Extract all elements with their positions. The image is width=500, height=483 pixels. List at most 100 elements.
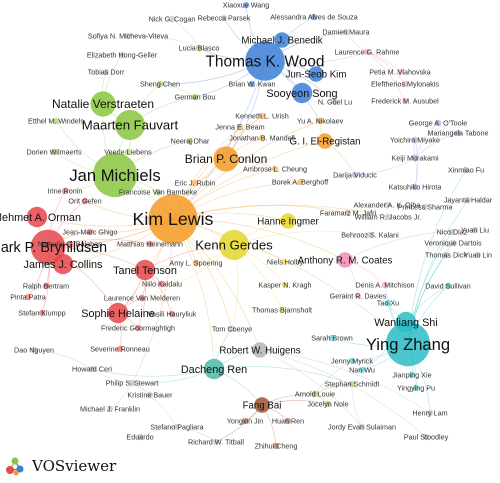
node-faramarz-m-jafri[interactable] <box>344 209 352 217</box>
node-nathalie-q-balaban[interactable] <box>66 240 74 248</box>
node-howard-ceri[interactable] <box>88 365 96 373</box>
node-eric-j-rubin[interactable] <box>191 179 199 187</box>
node-yu-a-nikolaev[interactable] <box>316 117 324 125</box>
node-pinta-patra[interactable] <box>24 293 32 301</box>
node-laurence-g-rahme[interactable] <box>363 48 371 56</box>
node-borek-a-berghoff[interactable] <box>296 178 304 186</box>
node-yuan-lin[interactable] <box>474 251 482 259</box>
node-huan-ren[interactable] <box>284 417 292 425</box>
node-neeraj-dhar[interactable] <box>186 137 194 145</box>
node-alessandra-alves-de-souza[interactable] <box>310 13 318 21</box>
node-jonathan-b-mandell[interactable] <box>258 134 266 142</box>
node-g-i-el-registan[interactable] <box>317 133 333 149</box>
node-philip-s-stewart[interactable] <box>128 379 136 387</box>
node-james-j-collins[interactable] <box>52 253 74 275</box>
node-kim-lewis[interactable] <box>148 194 198 244</box>
node-tanel-tenson[interactable] <box>134 259 156 281</box>
node-yingying-pu[interactable] <box>412 384 420 392</box>
node-mark-p-brynildsen[interactable] <box>30 229 66 265</box>
node-arnold-louie[interactable] <box>311 390 319 398</box>
node-eleftherios-mylonakis[interactable] <box>401 80 409 88</box>
node-petia-m-vlahovska[interactable] <box>396 68 404 76</box>
node-elizabeth-hong-geller[interactable] <box>118 51 126 59</box>
node-sheng-chen[interactable] <box>156 80 164 88</box>
node-thomas-dick[interactable] <box>442 251 450 259</box>
node-robert-w-huigens[interactable] <box>252 342 268 358</box>
node-frederick-m-ausubel[interactable] <box>401 97 409 105</box>
node-nick-g-cogan[interactable] <box>168 15 176 23</box>
node-jun-seob-kim[interactable] <box>308 66 324 82</box>
node-xinmiao-fu[interactable] <box>462 166 470 174</box>
node-sofiya-n-micheva-viteva[interactable] <box>124 32 132 40</box>
node-etthel-m-windels[interactable] <box>52 117 60 125</box>
node-yongxin-jin[interactable] <box>241 417 249 425</box>
node-orit-gefen[interactable] <box>81 197 89 205</box>
node-darija-viducic[interactable] <box>351 171 359 179</box>
node-nan-wu[interactable] <box>358 366 366 374</box>
node-niilo-kaldalu[interactable] <box>158 280 166 288</box>
node-german-bou[interactable] <box>191 93 199 101</box>
node-princess-sharma[interactable] <box>421 203 429 211</box>
node-brian-w-kwan[interactable] <box>248 80 256 88</box>
node-lucia-blasco[interactable] <box>195 44 203 52</box>
node-damien-maura[interactable] <box>342 28 350 36</box>
node-laurence-van-melderen[interactable] <box>138 294 146 302</box>
node-amy-l-spoering[interactable] <box>192 259 200 267</box>
node-jordy-evan-sulaiman[interactable] <box>358 423 366 431</box>
node-nico-diaz[interactable] <box>448 228 456 236</box>
node-keiji-murakami[interactable] <box>411 154 419 162</box>
node-jocelyn-nole[interactable] <box>324 400 332 408</box>
node-stephan-schmidt[interactable] <box>348 380 356 388</box>
node-sophie-helaine[interactable] <box>107 302 129 324</box>
node-sooyeon-song[interactable] <box>291 82 313 104</box>
node-francoise-van-bambeke[interactable] <box>154 188 162 196</box>
node-tom-coenye[interactable] <box>228 325 236 333</box>
node-jianping-xie[interactable] <box>408 371 416 379</box>
node-george-a-o-toole[interactable] <box>434 119 442 127</box>
node-kristine-bauer[interactable] <box>146 391 154 399</box>
node-ralph-bertram[interactable] <box>42 282 50 290</box>
node-david-sullivan[interactable] <box>444 282 452 290</box>
node-matthias-heinemann[interactable] <box>146 240 154 248</box>
node-eduardo[interactable] <box>136 433 144 441</box>
node-tobias-dorr[interactable] <box>102 68 110 76</box>
node-xiaoxue-wang[interactable] <box>242 1 250 9</box>
node-veronique-dartois[interactable] <box>449 239 457 247</box>
node-severine-ronneau[interactable] <box>116 345 124 353</box>
node-katsuhiko-hirota[interactable] <box>411 183 419 191</box>
node-kasper-n-kragh[interactable] <box>281 281 289 289</box>
node-jean-marc-ghigo[interactable] <box>86 228 94 236</box>
node-frederic-goormaghtigh[interactable] <box>134 324 142 332</box>
node-fang-bai[interactable] <box>254 397 270 413</box>
node-stefano-pagliara[interactable] <box>173 423 181 431</box>
node-kenneth-l-urish[interactable] <box>258 112 266 120</box>
node-dorien-wilmaerts[interactable] <box>50 148 58 156</box>
node-jan-michiels[interactable] <box>92 152 138 198</box>
node-dacheng-ren[interactable] <box>203 358 225 380</box>
node-william-r-jacobs-jr[interactable] <box>384 213 392 221</box>
node-zhihui-cheng[interactable] <box>272 442 280 450</box>
node-dao-nguyen[interactable] <box>30 346 38 354</box>
node-natalie-verstraeten[interactable] <box>90 91 116 117</box>
node-rebecca-parsek[interactable] <box>220 14 228 22</box>
node-maarten-fauvart[interactable] <box>115 110 145 140</box>
node-yoichiro-miyake[interactable] <box>411 136 419 144</box>
node-thomas-k-wood[interactable] <box>245 41 285 81</box>
node-niels-holby[interactable] <box>281 258 289 266</box>
node-kenn-gerdes[interactable] <box>219 230 249 260</box>
node-brian-p-conlon[interactable] <box>213 146 239 172</box>
node-richard-w-titball[interactable] <box>212 438 220 446</box>
node-jenna-e-beam[interactable] <box>236 123 244 131</box>
node-behrooz-s-kalani[interactable] <box>366 231 374 239</box>
node-irine-ronin[interactable] <box>61 187 69 195</box>
node-anthony-r-m-coates[interactable] <box>337 252 353 268</box>
node-ambrose-l-cheung[interactable] <box>271 165 279 173</box>
node-veerle-liebens[interactable] <box>124 148 132 156</box>
node-n-goel-lu[interactable] <box>331 98 339 106</box>
node-alexander-a-k-ojha[interactable] <box>383 201 391 209</box>
node-thomas-bjarnsholt[interactable] <box>278 306 286 314</box>
node-ying-zhang[interactable] <box>385 321 431 367</box>
node-denis-a-mitchison[interactable] <box>381 281 389 289</box>
node-tao-xu[interactable] <box>384 299 392 307</box>
node-mehmet-a-orman[interactable] <box>26 206 48 228</box>
